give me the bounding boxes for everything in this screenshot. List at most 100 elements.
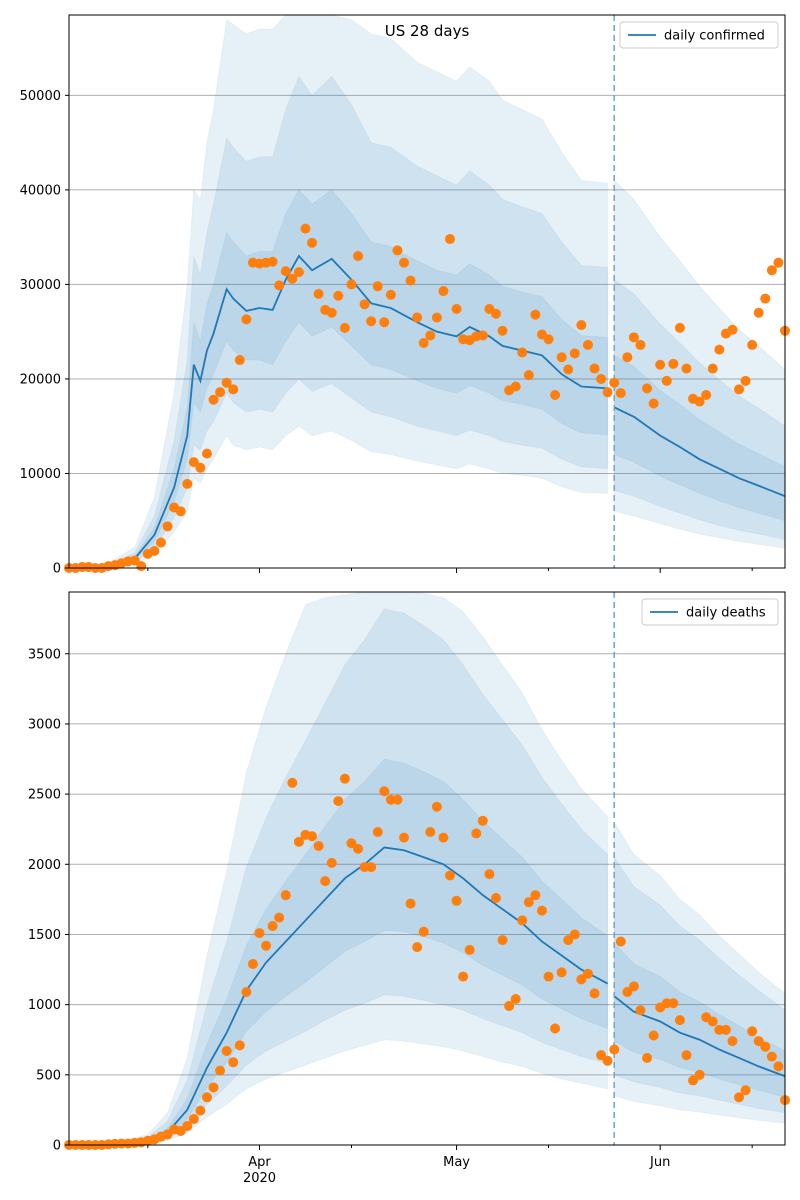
legend-label: daily confirmed: [664, 29, 765, 44]
observed-point: [287, 273, 298, 284]
observed-point: [228, 384, 239, 395]
observed-point: [425, 827, 436, 838]
observed-point: [596, 373, 607, 384]
observed-point: [596, 1050, 607, 1061]
chart-title: US 28 days: [385, 22, 470, 40]
observed-point: [582, 968, 593, 979]
credible-band-98-forecast: [613, 179, 785, 549]
observed-point: [313, 841, 324, 852]
model-median-line-forecast: [613, 406, 785, 497]
legend-box: [619, 21, 779, 49]
observed-point: [372, 281, 383, 292]
observed-point: [438, 832, 449, 843]
observed-point: [182, 1121, 193, 1132]
observed-point: [674, 1015, 685, 1026]
observed-point: [734, 384, 745, 395]
legend-box: [641, 598, 779, 626]
observed-point: [221, 1045, 232, 1056]
observed-point: [707, 363, 718, 374]
observed-point: [543, 971, 554, 982]
observed-point: [307, 237, 318, 248]
observed-point: [405, 898, 416, 909]
observed-point: [346, 279, 357, 290]
observed-point: [569, 348, 580, 359]
axes-frame: [68, 14, 786, 569]
observed-point: [517, 915, 528, 926]
observed-point: [576, 974, 587, 985]
observed-point: [530, 890, 541, 901]
x-tick-sublabel: 2020: [243, 1171, 276, 1186]
observed-point: [280, 890, 291, 901]
observed-point: [129, 555, 140, 566]
observed-point: [497, 935, 508, 946]
observed-point: [635, 1005, 646, 1016]
observed-point: [320, 876, 331, 887]
observed-point: [668, 998, 679, 1009]
observed-point: [300, 223, 311, 234]
observed-point: [274, 280, 285, 291]
observed-point: [760, 1041, 771, 1052]
y-tick-label: 0: [53, 1139, 61, 1154]
y-tick-label: 2000: [28, 858, 61, 873]
observed-point: [241, 987, 252, 998]
observed-point: [773, 257, 784, 268]
observed-point: [451, 303, 462, 314]
observed-point: [707, 1016, 718, 1027]
observed-point: [642, 1052, 653, 1063]
observed-point: [339, 773, 350, 784]
observed-point: [648, 1030, 659, 1041]
y-tick-label: 50000: [20, 89, 61, 104]
observed-point: [556, 352, 567, 363]
observed-point: [628, 332, 639, 343]
y-tick-label: 3000: [28, 717, 61, 732]
observed-point: [136, 561, 147, 572]
observed-point: [293, 267, 304, 278]
observed-point: [228, 1057, 239, 1068]
observed-point: [405, 275, 416, 286]
observed-point: [747, 339, 758, 350]
observed-point: [523, 897, 534, 908]
observed-point: [366, 862, 377, 873]
observed-point: [195, 1105, 206, 1116]
observed-point: [628, 981, 639, 992]
observed-point: [694, 1069, 705, 1080]
x-tick-label: May: [443, 1155, 470, 1170]
observed-point: [668, 358, 679, 369]
observed-point: [694, 396, 705, 407]
y-tick-label: 1000: [28, 998, 61, 1013]
observed-point: [609, 377, 620, 388]
observed-point: [175, 506, 186, 517]
observed-point: [267, 256, 278, 267]
observed-point: [418, 338, 429, 349]
observed-point: [556, 967, 567, 978]
observed-point: [615, 388, 626, 399]
observed-point: [162, 521, 173, 532]
observed-point: [701, 390, 712, 401]
observed-point: [287, 777, 298, 788]
observed-point: [727, 1036, 738, 1047]
observed-point: [589, 988, 600, 999]
observed-point: [688, 1075, 699, 1086]
observed-point: [661, 375, 672, 386]
observed-point: [530, 309, 541, 320]
observed-point: [563, 364, 574, 375]
observed-point: [274, 912, 285, 923]
observed-point: [399, 832, 410, 843]
observed-point: [241, 314, 252, 325]
observed-point: [582, 339, 593, 350]
y-tick-label: 500: [36, 1068, 61, 1083]
observed-point: [550, 1023, 561, 1034]
observed-point: [215, 1065, 226, 1076]
observed-point: [188, 1114, 199, 1125]
observed-point: [379, 317, 390, 328]
observed-point: [655, 359, 666, 370]
observed-point: [622, 987, 633, 998]
observed-point: [740, 375, 751, 386]
observed-point: [339, 322, 350, 333]
observed-point: [385, 289, 396, 300]
observed-point: [293, 836, 304, 847]
observed-point: [425, 330, 436, 341]
observed-point: [734, 1092, 745, 1103]
observed-point: [753, 307, 764, 318]
observed-point: [490, 308, 501, 319]
